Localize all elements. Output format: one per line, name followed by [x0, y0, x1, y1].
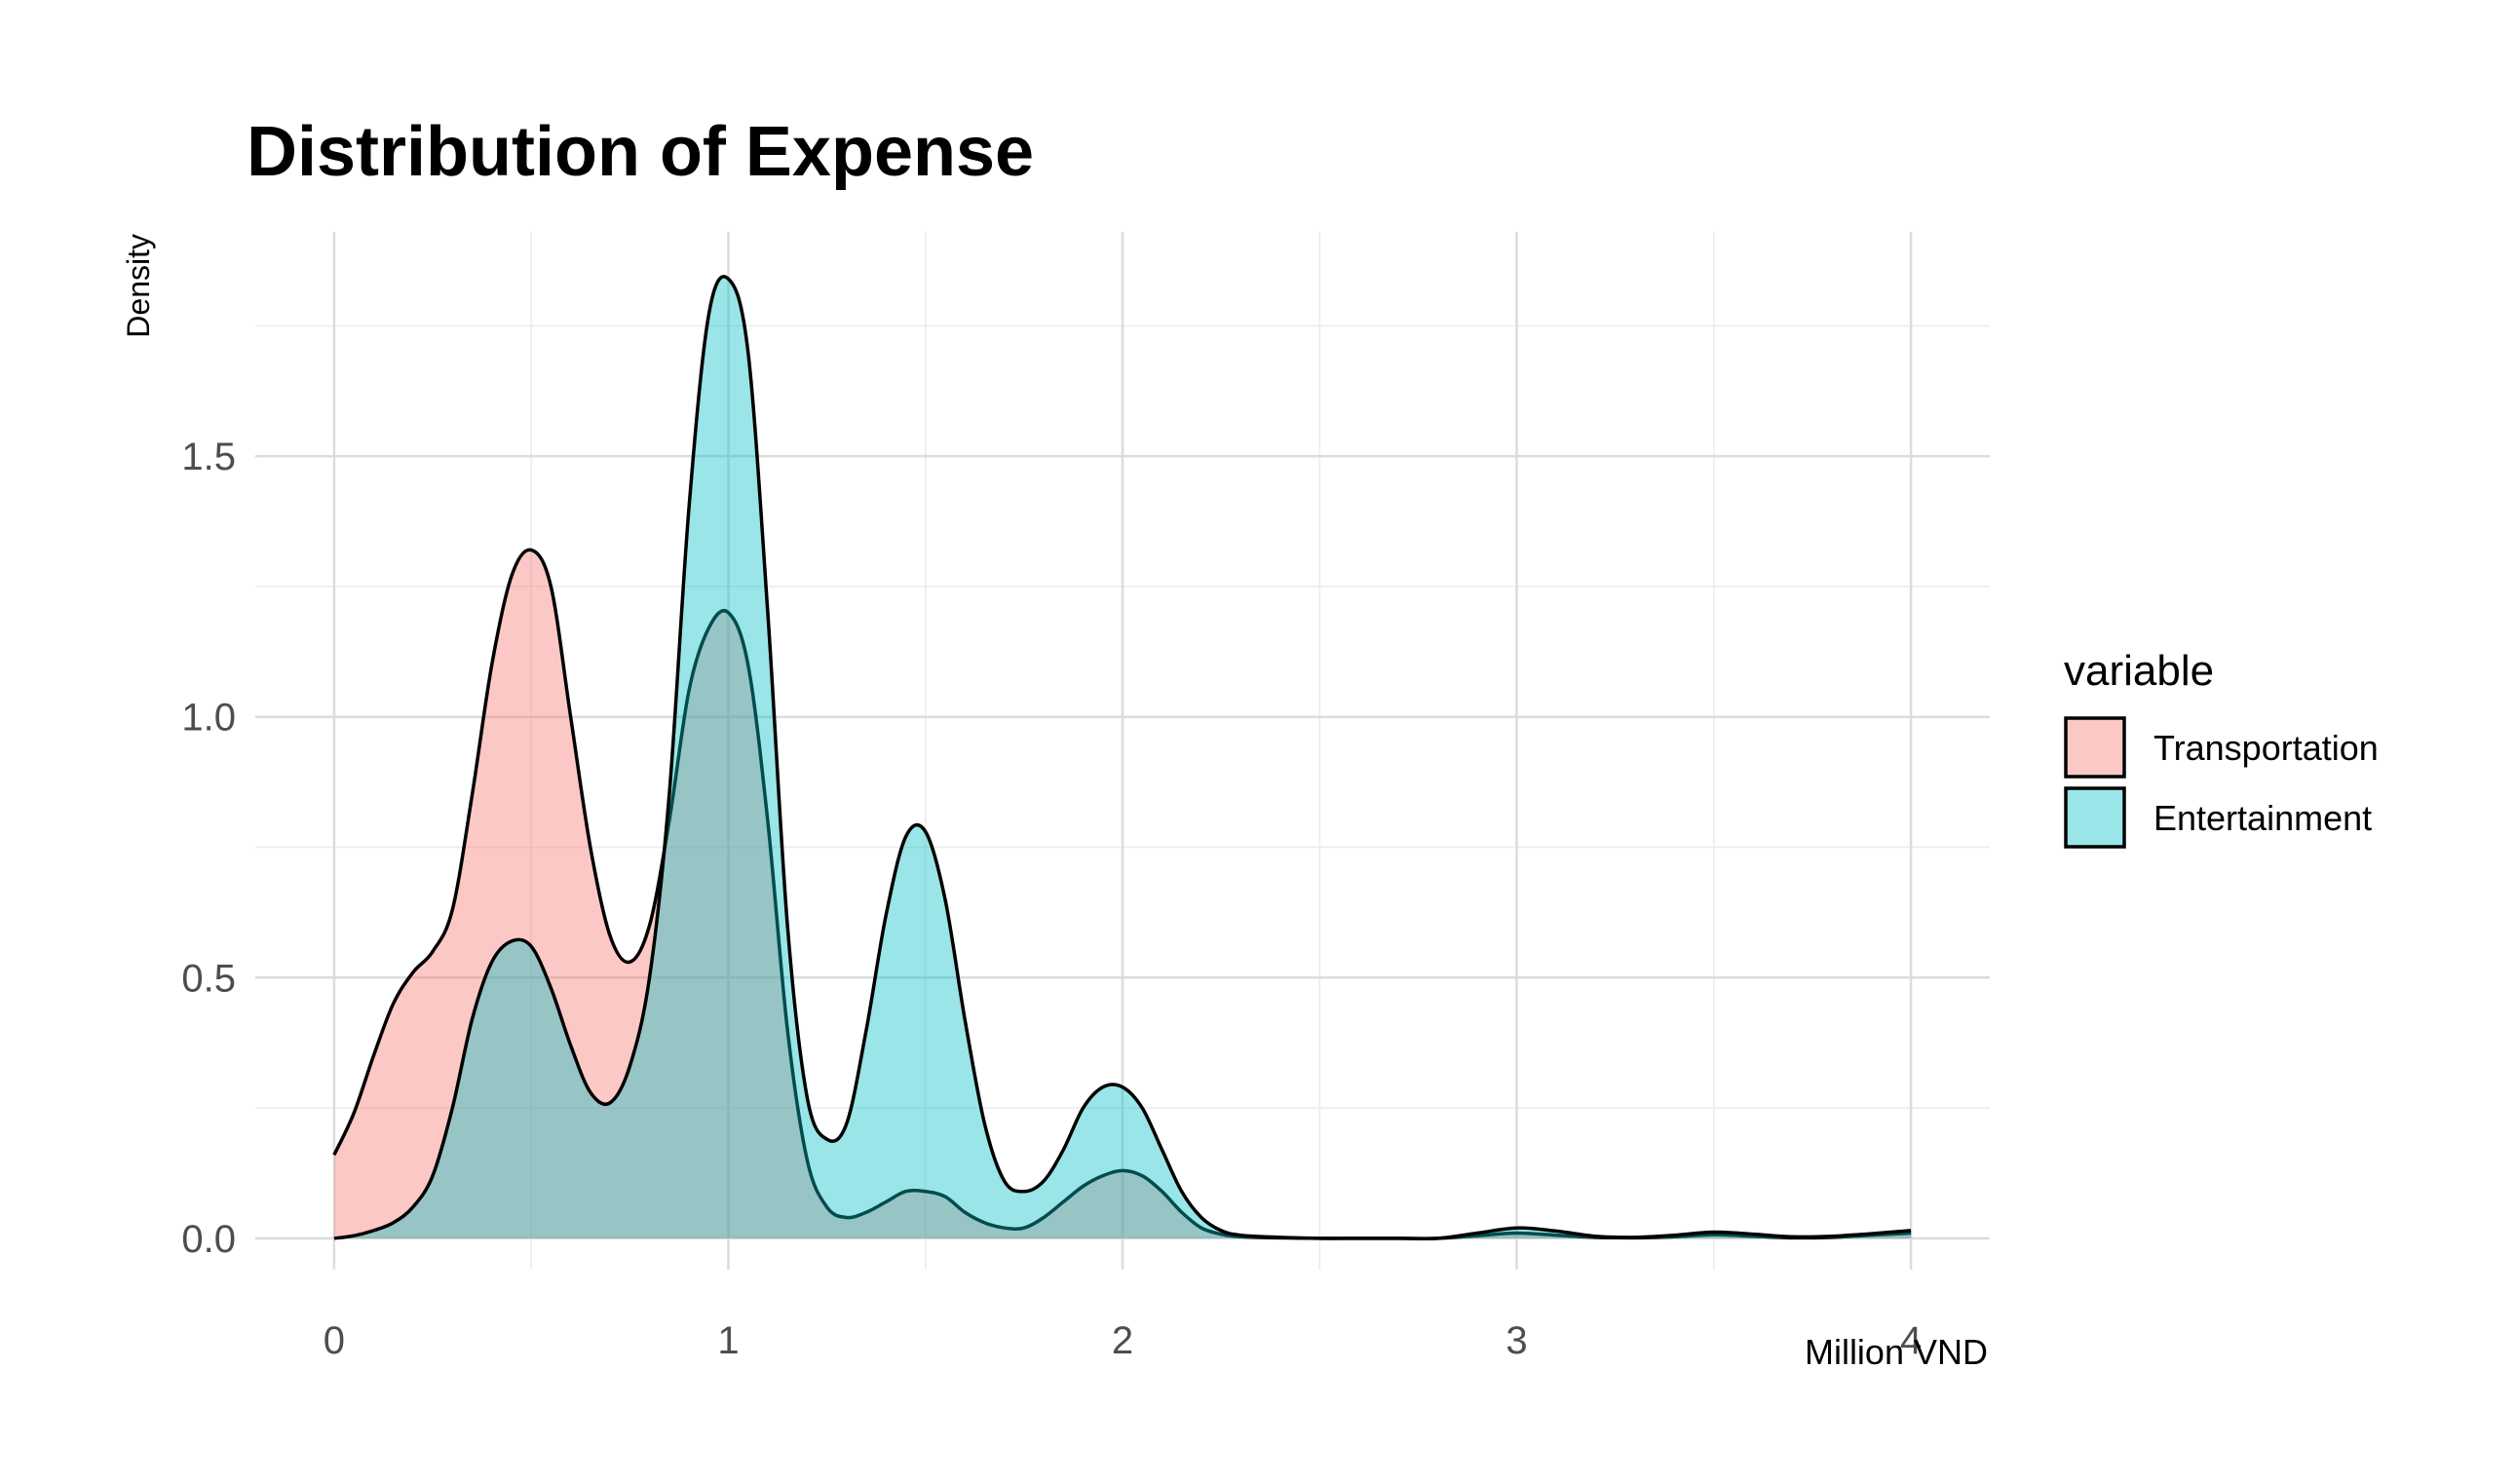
legend-key-background — [2064, 786, 2126, 849]
density-area-entertainment — [333, 276, 1912, 1239]
y-tick-label: 0.0 — [181, 1218, 236, 1261]
x-tick-label: 2 — [1112, 1319, 1133, 1362]
y-tick-label: 1.5 — [181, 436, 236, 478]
legend-item-transportation: Transportation — [2064, 716, 2379, 779]
x-tick-label: 3 — [1505, 1319, 1527, 1362]
x-axis-title: Million VND — [1805, 1332, 1988, 1372]
x-tick-label: 0 — [324, 1319, 345, 1362]
legend-swatch — [2064, 786, 2126, 849]
legend-item-entertainment: Entertainment — [2064, 786, 2372, 849]
y-axis-title: Density — [121, 234, 156, 338]
density-area-transportation — [333, 550, 1912, 1239]
legend-swatch — [2064, 716, 2126, 779]
density-line-transportation — [332, 548, 1912, 1240]
chart-title: Distribution of Expense — [247, 113, 1034, 191]
density-areas — [332, 275, 1912, 1241]
y-tick-label: 1.0 — [181, 697, 236, 740]
legend-items: Transportation Entertainment — [2064, 716, 2379, 849]
x-tick-label: 1 — [717, 1319, 739, 1362]
x-tick-label: 4 — [1900, 1319, 1922, 1362]
density-line-entertainment — [333, 275, 1912, 1241]
legend-label: Entertainment — [2153, 798, 2372, 838]
legend-key-background — [2064, 716, 2126, 779]
legend-label: Transportation — [2153, 728, 2379, 768]
y-tick-label: 0.5 — [181, 957, 236, 1000]
grid-lines — [255, 232, 1990, 1270]
axis-labels: 0 1 2 3 4 0.0 0.5 1.0 1.5 — [181, 436, 1922, 1362]
legend: variable Transportation Entertainment — [2064, 647, 2379, 849]
legend-title: variable — [2064, 647, 2214, 695]
